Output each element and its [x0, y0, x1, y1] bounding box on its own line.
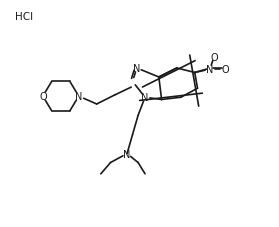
Text: N: N [123, 149, 131, 159]
Text: N: N [75, 92, 82, 102]
Text: N: N [141, 93, 149, 103]
Text: N: N [206, 65, 214, 75]
Text: O: O [221, 65, 229, 75]
Text: HCl: HCl [15, 12, 33, 22]
Text: N: N [133, 64, 140, 74]
Text: O: O [210, 52, 218, 62]
Text: O: O [39, 92, 47, 102]
